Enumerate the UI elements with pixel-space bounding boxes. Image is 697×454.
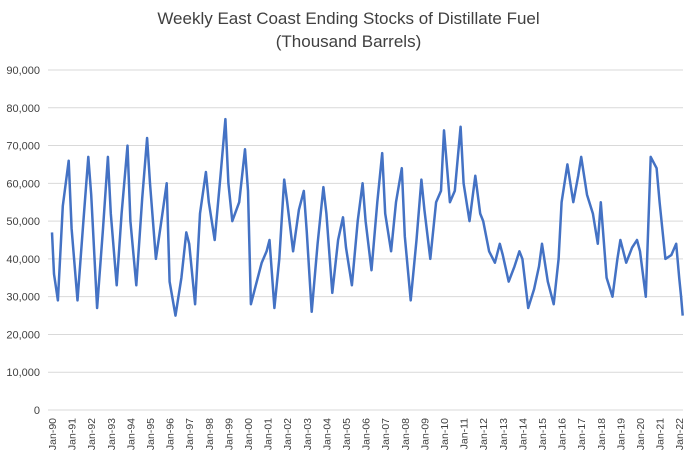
x-tick-label: Jan-22 [674,418,686,450]
x-tick-label: Jan-17 [576,418,588,450]
x-tick-label: Jan-21 [655,418,667,450]
gridlines [48,69,683,411]
x-tick-label: Jan-97 [184,418,196,450]
x-tick-label: Jan-93 [106,418,118,450]
x-tick-label: Jan-05 [341,418,353,450]
y-tick-label: 20,000 [6,329,40,341]
x-tick-label: Jan-92 [86,418,98,450]
x-axis: Jan-90 Jan-91 Jan-92 Jan-93 Jan-94 Jan-95 Jan-… [47,418,686,450]
x-tick-label: Jan-96 [165,418,177,450]
x-tick-label: Jan-10 [439,418,451,450]
y-tick-label: 70,000 [6,141,40,153]
x-tick-label: Jan-13 [498,418,510,450]
x-tick-label: Jan-14 [517,418,529,450]
y-tick-label: 50,000 [6,216,40,228]
x-tick-label: Jan-08 [400,418,412,450]
x-tick-label: Jan-04 [321,418,333,450]
x-tick-label: Jan-90 [47,418,59,450]
x-tick-label: Jan-95 [145,418,157,450]
chart-title: Weekly East Coast Ending Stocks of Disti… [157,9,540,28]
series-lines [50,117,684,317]
x-tick-label: Jan-18 [596,418,608,450]
y-tick-label: 40,000 [6,254,40,266]
x-tick-label: Jan-99 [223,418,235,450]
x-tick-label: Jan-02 [282,418,294,450]
x-tick-label: Jan-00 [243,418,255,450]
y-tick-label: 10,000 [6,367,40,379]
x-tick-label: Jan-11 [459,418,471,449]
x-tick-label: Jan-01 [263,418,275,450]
x-tick-label: Jan-07 [380,418,392,450]
x-tick-label: Jan-19 [615,418,627,450]
series-line [50,117,684,317]
y-tick-label: 80,000 [6,103,40,115]
x-tick-label: Jan-03 [302,418,314,450]
x-tick-label: Jan-94 [125,418,137,450]
y-tick-label: 90,000 [6,65,40,77]
x-tick-label: Jan-09 [419,418,431,450]
x-tick-label: Jan-12 [478,418,490,450]
x-tick-label: Jan-20 [635,418,647,450]
x-tick-label: Jan-15 [537,418,549,450]
y-tick-label: 60,000 [6,178,40,190]
y-tick-label: 0 [34,405,40,417]
x-tick-label: Jan-16 [557,418,569,450]
y-axis: 0 10,000 20,000 30,000 40,000 50,000 60,000 70,… [6,65,40,417]
chart-subtitle: (Thousand Barrels) [275,32,422,51]
y-tick-label: 30,000 [6,292,40,304]
x-tick-label: Jan-06 [361,418,373,450]
x-tick-label: Jan-91 [67,418,79,450]
x-tick-label: Jan-98 [204,418,216,450]
